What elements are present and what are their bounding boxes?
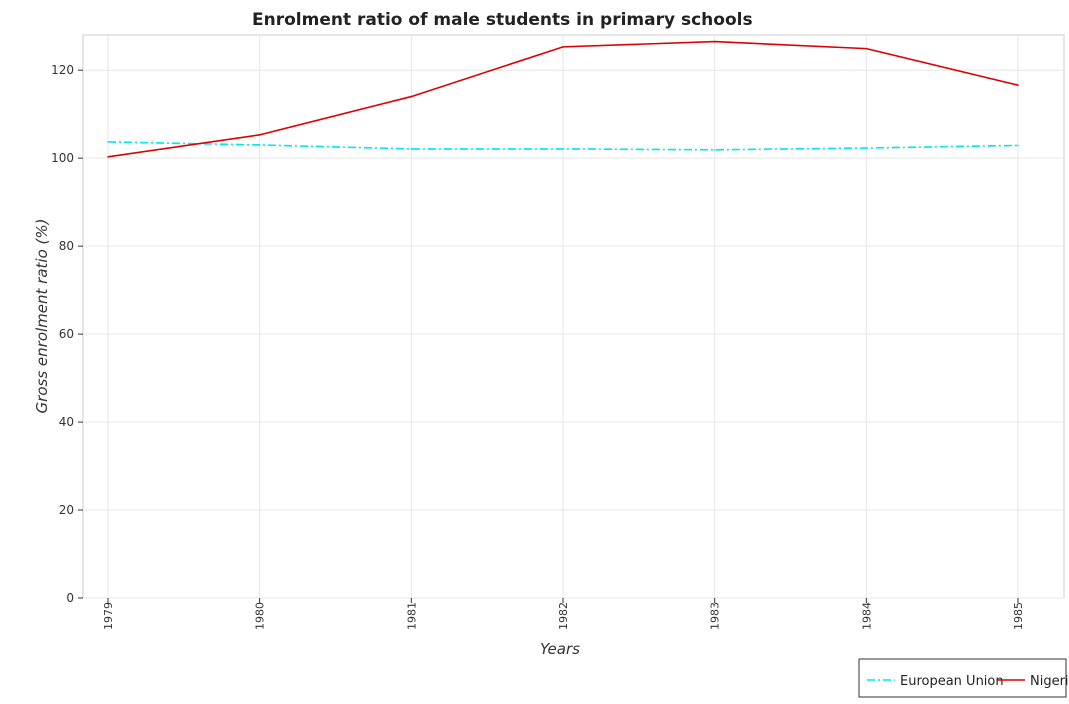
y-tick-label: 20 — [59, 503, 74, 517]
legend-label-nigeria: Nigeria — [1030, 674, 1069, 689]
grid-lines — [83, 35, 1064, 599]
x-tick-label: 1983 — [709, 602, 722, 630]
data-point — [258, 144, 261, 146]
y-tick-label: 0 — [66, 591, 74, 605]
x-tick-label: 1982 — [557, 602, 570, 630]
legend: European Union Nigeria — [858, 658, 1069, 698]
x-tick-labels: 1979 1980 1981 1982 1983 1984 1985 — [102, 598, 1025, 630]
data-point — [258, 134, 261, 136]
y-axis-label: Gross enrolment ratio (%) — [33, 219, 51, 414]
y-tick-label: 80 — [59, 239, 74, 253]
data-point — [107, 141, 109, 143]
x-tick-label: 1984 — [860, 602, 873, 630]
x-axis-label: Years — [540, 640, 580, 658]
data-point — [713, 40, 716, 43]
data-point — [1017, 144, 1019, 147]
data-point — [562, 148, 564, 150]
y-tick-label: 120 — [51, 63, 74, 77]
y-tick-label: 100 — [51, 151, 74, 165]
legend-box — [858, 658, 1067, 698]
x-tick-label: 1980 — [254, 602, 267, 630]
data-point — [865, 47, 868, 50]
y-tick-label: 40 — [59, 415, 74, 429]
legend-label-european-union: European Union — [900, 674, 1004, 689]
data-point — [1017, 84, 1019, 86]
y-tick-label: 60 — [59, 327, 74, 341]
x-tick-label: 1979 — [102, 602, 115, 630]
data-point — [713, 148, 716, 151]
x-tick-label: 1981 — [405, 602, 418, 630]
data-point — [410, 148, 413, 150]
data-point — [410, 95, 413, 98]
data-point — [865, 147, 868, 149]
series-lines — [107, 40, 1019, 158]
y-tick-labels: 0 20 40 60 80 100 120 — [51, 63, 83, 605]
plot-area — [82, 34, 1065, 599]
chart-title: Enrolment ratio of male students in prim… — [252, 10, 753, 30]
x-tick-label: 1985 — [1012, 602, 1025, 630]
data-point — [107, 156, 109, 158]
data-point — [562, 46, 564, 48]
